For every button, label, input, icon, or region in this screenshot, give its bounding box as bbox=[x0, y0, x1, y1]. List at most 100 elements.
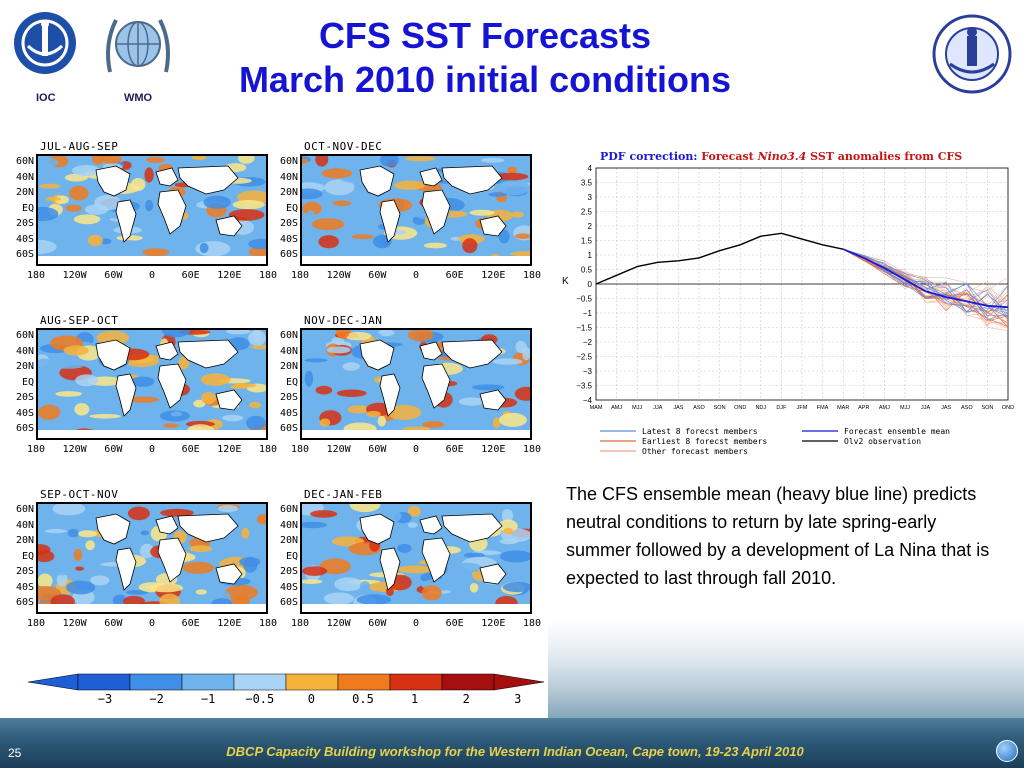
map-lat-label: 40N bbox=[279, 345, 298, 357]
map-lon-label: 180 bbox=[290, 444, 310, 455]
map-lat-label: 20S bbox=[15, 392, 34, 403]
colorbar-tick-label: 2 bbox=[462, 692, 470, 706]
wmo-logo bbox=[100, 6, 176, 82]
map-lon-label: 60E bbox=[181, 270, 200, 281]
x-tick-label: OND bbox=[734, 405, 746, 411]
wmo-label: WMO bbox=[124, 92, 153, 104]
map-lon-label: 180 bbox=[290, 618, 310, 629]
map-lat-label: 20S bbox=[15, 218, 34, 229]
colorbar-segment bbox=[337, 673, 391, 691]
x-tick-label: JJA bbox=[653, 405, 663, 411]
series-line bbox=[842, 248, 1009, 309]
sst-anomaly-map bbox=[36, 154, 268, 266]
map-title: NOV-DEC-JAN bbox=[304, 314, 383, 327]
sst-forecast-maps: JUL-AUG-SEP 60N 40N 20N EQ 20S 40S 60S 180 120W 60… bbox=[0, 140, 548, 718]
map-lon-label: 60W bbox=[368, 618, 387, 629]
colorbar-segment bbox=[77, 673, 131, 691]
title-line-2: March 2010 initial conditions bbox=[238, 59, 732, 100]
map-lon-label: 120W bbox=[62, 444, 87, 455]
colorbar-tick-label: −3 bbox=[97, 692, 113, 706]
map-lon-label: 60E bbox=[445, 270, 464, 281]
map-lon-label: 180 bbox=[26, 618, 46, 629]
x-tick-label: FMA bbox=[817, 405, 829, 411]
map-lat-label: 40S bbox=[279, 407, 298, 419]
map-lon-label: 60W bbox=[368, 270, 387, 281]
footer-band bbox=[0, 718, 1024, 768]
map-lat-label: 60N bbox=[279, 156, 298, 167]
map-lat-label: 60S bbox=[15, 597, 34, 608]
x-tick-label: JAS bbox=[941, 405, 951, 411]
map-lon-label: 0 bbox=[148, 444, 156, 455]
map-lon-label: 180 bbox=[258, 270, 278, 281]
map-title: AUG-SEP-OCT bbox=[40, 314, 119, 327]
ensemble-member-line bbox=[843, 248, 1009, 318]
ioc-logo bbox=[14, 12, 76, 74]
sst-anomaly-map bbox=[36, 328, 268, 440]
map-lat-label: 20N bbox=[15, 361, 34, 372]
map-lat-label: 20S bbox=[279, 392, 298, 403]
y-tick-label: 1 bbox=[588, 251, 593, 260]
map-lon-label: 0 bbox=[412, 444, 420, 455]
chart-title: PDF correction: Forecast Nino3.4 SST ano… bbox=[600, 150, 962, 163]
map-lat-label: 20S bbox=[279, 566, 298, 577]
y-tick-label: 2.5 bbox=[581, 208, 593, 217]
colorbar-arrow-right bbox=[493, 673, 545, 691]
y-tick-label: 3 bbox=[588, 193, 593, 202]
y-tick-label: −1.5 bbox=[576, 324, 592, 333]
legend-label: Latest 8 forecst members bbox=[642, 427, 758, 436]
colorbar-tick-label: 1 bbox=[410, 692, 419, 706]
map-lon-label: 180 bbox=[26, 444, 46, 455]
colorbar-tick-label: −1 bbox=[200, 692, 216, 706]
x-tick-label: ASO bbox=[961, 405, 973, 411]
colorbar-segment bbox=[441, 673, 495, 691]
x-tick-label: AMJ bbox=[611, 405, 622, 411]
map-lat-label: 60S bbox=[15, 249, 34, 260]
map-lon-label: 180 bbox=[26, 270, 46, 281]
map-lat-label: 60N bbox=[15, 156, 34, 167]
x-tick-label: MAR bbox=[837, 405, 849, 411]
y-tick-label: 3.5 bbox=[581, 179, 593, 188]
y-tick-label: −4 bbox=[583, 396, 593, 405]
map-lon-label: 180 bbox=[258, 618, 278, 629]
map-title: OCT-NOV-DEC bbox=[304, 140, 383, 153]
y-tick-label: −1 bbox=[583, 309, 593, 318]
map-lon-label: 120E bbox=[481, 618, 506, 629]
map-title: SEP-OCT-NOV bbox=[40, 488, 119, 501]
x-tick-label: MJJ bbox=[632, 405, 642, 411]
map-title: DEC-JAN-FEB bbox=[304, 488, 383, 501]
map-lat-label: 40N bbox=[15, 519, 34, 531]
y-tick-label: −3 bbox=[583, 367, 593, 376]
y-tick-label: −2 bbox=[583, 338, 593, 347]
colorbar-tick-label: 0.5 bbox=[352, 692, 374, 706]
colorbar-segment bbox=[389, 673, 443, 691]
colorbar-tick-label: −2 bbox=[149, 692, 164, 706]
map-lat-label: 20S bbox=[279, 218, 298, 229]
map-lon-label: 120E bbox=[217, 444, 242, 455]
map-lat-label: 20N bbox=[279, 535, 298, 546]
ensemble-member-line bbox=[843, 248, 1009, 328]
y-axis-label: K bbox=[562, 276, 569, 287]
map-lat-label: 40N bbox=[279, 171, 298, 183]
map-lat-label: 40S bbox=[15, 581, 34, 593]
legend-label: Other forecast members bbox=[642, 447, 748, 456]
sst-anomaly-map bbox=[300, 502, 532, 614]
ioc-label: IOC bbox=[36, 92, 56, 104]
legend-label: Olv2 observation bbox=[844, 437, 921, 446]
map-lat-label: EQ bbox=[21, 550, 34, 562]
ensemble-member-line bbox=[843, 248, 1009, 306]
slide-title: CFS SST Forecasts March 2010 initial con… bbox=[150, 14, 820, 102]
x-tick-label: SON bbox=[714, 405, 726, 411]
nino34-forecast-chart: PDF correction: Forecast Nino3.4 SST ano… bbox=[556, 144, 1018, 466]
map-lat-label: EQ bbox=[285, 202, 298, 214]
y-tick-label: 0 bbox=[588, 280, 593, 289]
map-lat-label: 40S bbox=[279, 581, 298, 593]
colorbar-tick-label: 0 bbox=[307, 692, 315, 706]
x-tick-label: JJA bbox=[921, 405, 931, 411]
map-lat-label: 40N bbox=[279, 519, 298, 531]
map-lat-label: 40N bbox=[15, 345, 34, 357]
x-tick-label: AMJ bbox=[879, 405, 890, 411]
map-lat-label: 60N bbox=[279, 330, 298, 341]
y-tick-label: 0.5 bbox=[581, 266, 593, 275]
map-lon-label: 0 bbox=[412, 270, 420, 281]
map-lat-label: 60S bbox=[279, 249, 298, 260]
